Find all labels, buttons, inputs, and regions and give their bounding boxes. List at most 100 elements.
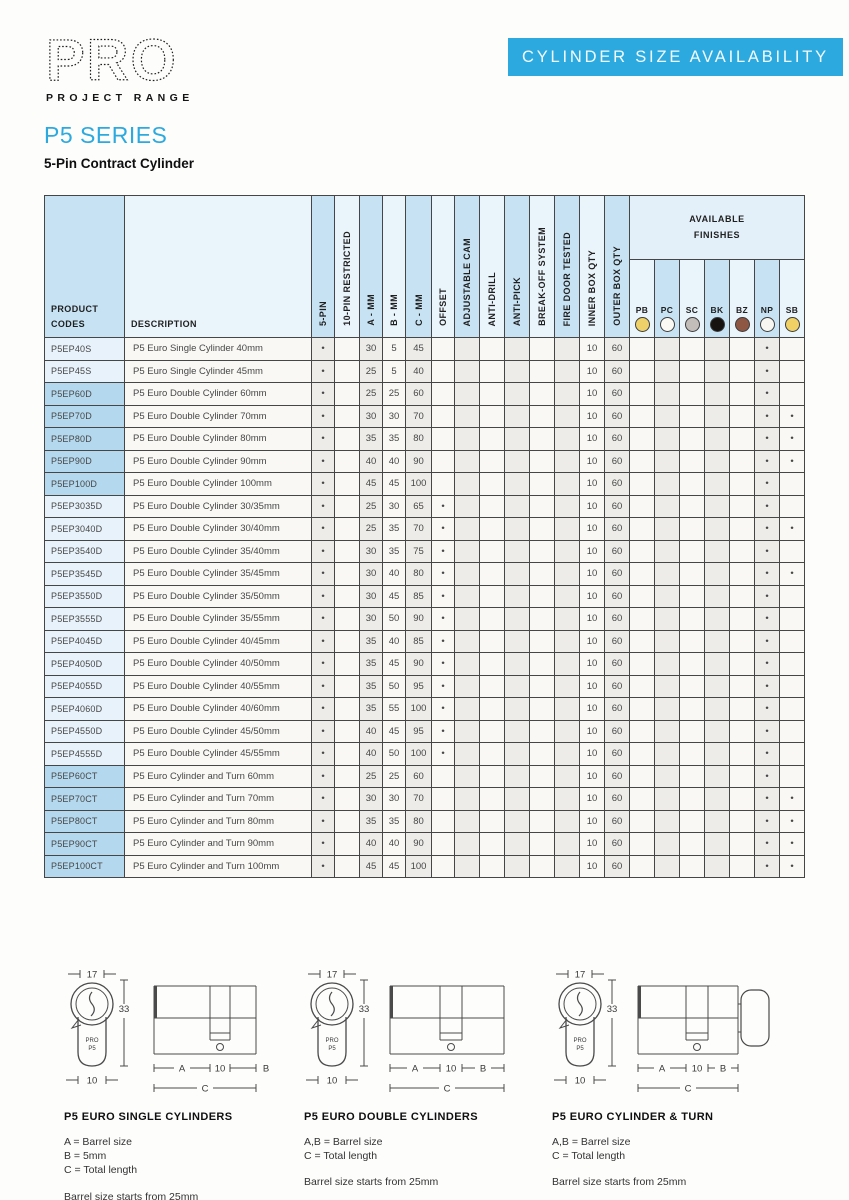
inner_box_qty-cell: 10 bbox=[579, 674, 605, 698]
ten_pin_restricted-cell bbox=[334, 494, 360, 518]
svg-text:PRO: PRO bbox=[325, 1038, 338, 1044]
break_off_system-cell bbox=[529, 832, 555, 856]
finish-SC-cell bbox=[679, 652, 705, 676]
finish-PB-cell bbox=[629, 742, 655, 766]
ten_pin_restricted-cell bbox=[334, 584, 360, 608]
anti_pick-cell bbox=[504, 742, 530, 766]
break_off_system-cell bbox=[529, 427, 555, 451]
col-header-break_off_system: BREAK-OFF SYSTEM bbox=[529, 195, 555, 338]
inner_box_qty-cell: 10 bbox=[579, 629, 605, 653]
anti_pick-cell bbox=[504, 629, 530, 653]
finish-PC-cell bbox=[654, 787, 680, 811]
anti_pick-cell bbox=[504, 652, 530, 676]
anti_pick-cell bbox=[504, 607, 530, 631]
a_mm-cell: 25 bbox=[359, 764, 383, 788]
finish-NP-cell: • bbox=[754, 764, 780, 788]
finish-BZ-cell bbox=[729, 359, 755, 383]
c_mm-cell: 70 bbox=[405, 517, 432, 541]
col-header-inner_box_qty: INNER BOX QTY bbox=[579, 195, 605, 338]
description-cell: P5 Euro Single Cylinder 40mm bbox=[124, 337, 312, 361]
finish-swatch-PB bbox=[634, 317, 650, 332]
table-row: P5EP3035D P5 Euro Double Cylinder 30/35mm… bbox=[44, 494, 805, 518]
finish-BK-cell bbox=[704, 764, 730, 788]
finish-NP-cell: • bbox=[754, 337, 780, 361]
offset-cell bbox=[431, 832, 455, 856]
break_off_system-cell bbox=[529, 607, 555, 631]
description-cell: P5 Euro Double Cylinder 35/40mm bbox=[124, 539, 312, 563]
break_off_system-cell bbox=[529, 472, 555, 496]
inner_box_qty-cell: 10 bbox=[579, 584, 605, 608]
table-row: P5EP3540D P5 Euro Double Cylinder 35/40mm… bbox=[44, 539, 805, 563]
finish-PB-cell bbox=[629, 382, 655, 406]
finish-col-SC: SC bbox=[679, 259, 705, 338]
finish-swatch-BK bbox=[709, 317, 725, 332]
inner_box_qty-cell: 10 bbox=[579, 494, 605, 518]
finish-PC-cell bbox=[654, 809, 680, 833]
table-row: P5EP4050D P5 Euro Double Cylinder 40/50mm… bbox=[44, 652, 805, 676]
description-cell: P5 Euro Double Cylinder 30/35mm bbox=[124, 494, 312, 518]
outer_box_qty-cell: 60 bbox=[604, 584, 630, 608]
finish-PC-cell bbox=[654, 472, 680, 496]
ten_pin_restricted-cell bbox=[334, 517, 360, 541]
finish-BK-cell bbox=[704, 449, 730, 473]
fire_door_tested-cell bbox=[554, 539, 580, 563]
break_off_system-cell bbox=[529, 562, 555, 586]
offset-cell bbox=[431, 382, 455, 406]
finish-PC-cell bbox=[654, 427, 680, 451]
finish-SC-cell bbox=[679, 427, 705, 451]
finish-PC-cell bbox=[654, 674, 680, 698]
col-header-a_mm: A - MM bbox=[359, 195, 383, 338]
break_off_system-cell bbox=[529, 764, 555, 788]
finish-SB-cell bbox=[779, 652, 805, 676]
product-code-cell: P5EP70D bbox=[44, 404, 125, 428]
finish-SC-cell bbox=[679, 674, 705, 698]
c_mm-cell: 60 bbox=[405, 764, 432, 788]
offset-cell bbox=[431, 787, 455, 811]
anti_pick-cell bbox=[504, 494, 530, 518]
finish-SC-cell bbox=[679, 562, 705, 586]
fire_door_tested-cell bbox=[554, 832, 580, 856]
svg-text:P5: P5 bbox=[328, 1046, 336, 1052]
finish-SB-cell: • bbox=[779, 809, 805, 833]
adjustable_cam-cell bbox=[454, 427, 480, 451]
diagram-legend: A,B = Barrel size C = Total length bbox=[552, 1135, 790, 1163]
description-cell: P5 Euro Cylinder and Turn 60mm bbox=[124, 764, 312, 788]
finish-BK-cell bbox=[704, 697, 730, 721]
finish-SB-cell bbox=[779, 337, 805, 361]
finish-NP-cell: • bbox=[754, 742, 780, 766]
finish-PB-cell bbox=[629, 539, 655, 563]
outer_box_qty-cell: 60 bbox=[604, 359, 630, 383]
offset-cell: • bbox=[431, 517, 455, 541]
anti_drill-cell bbox=[479, 472, 505, 496]
anti_drill-cell bbox=[479, 562, 505, 586]
anti_drill-cell bbox=[479, 449, 505, 473]
break_off_system-cell bbox=[529, 652, 555, 676]
fire_door_tested-cell bbox=[554, 472, 580, 496]
five_pin-cell: • bbox=[311, 359, 335, 383]
finish-SC-cell bbox=[679, 517, 705, 541]
fire_door_tested-cell bbox=[554, 809, 580, 833]
col-header-anti_pick: ANTI-PICK bbox=[504, 195, 530, 338]
c_mm-cell: 100 bbox=[405, 472, 432, 496]
finish-BZ-cell bbox=[729, 764, 755, 788]
ten_pin_restricted-cell bbox=[334, 742, 360, 766]
finish-SC-cell bbox=[679, 382, 705, 406]
outer_box_qty-cell: 60 bbox=[604, 539, 630, 563]
ten_pin_restricted-cell bbox=[334, 719, 360, 743]
break_off_system-cell bbox=[529, 787, 555, 811]
ten_pin_restricted-cell bbox=[334, 404, 360, 428]
finish-SC-cell bbox=[679, 742, 705, 766]
five_pin-cell: • bbox=[311, 742, 335, 766]
legend-line: C = Total length bbox=[64, 1164, 138, 1177]
finish-col-BZ: BZ bbox=[729, 259, 755, 338]
b_mm-cell: 55 bbox=[382, 697, 406, 721]
finish-col-SB: SB bbox=[779, 259, 805, 338]
product-code-cell: P5EP80CT bbox=[44, 809, 125, 833]
finish-swatch-PC bbox=[659, 317, 675, 332]
c_mm-cell: 90 bbox=[405, 652, 432, 676]
table-row: P5EP4060D P5 Euro Double Cylinder 40/60mm… bbox=[44, 697, 805, 721]
finish-BZ-cell bbox=[729, 472, 755, 496]
diagram-double: 17 PRO P5 33 10 A 10 B C P5 EURO DOUBLE CYLINDERS… bbox=[290, 960, 542, 1188]
finish-SB-cell bbox=[779, 742, 805, 766]
inner_box_qty-cell: 10 bbox=[579, 697, 605, 721]
